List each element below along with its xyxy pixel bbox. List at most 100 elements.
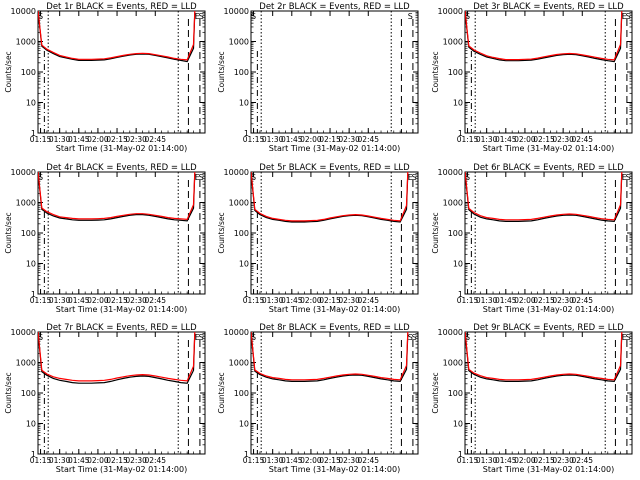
x-tick-label: 01:15 — [30, 296, 52, 305]
x-axis-label: Start Time (31-May-02 01:14:00) — [56, 305, 187, 314]
marker-label: E — [408, 173, 413, 182]
marker-label: S — [465, 12, 470, 21]
y-tick-label: 100 — [234, 229, 249, 238]
events-series-line — [465, 332, 623, 383]
y-axis-label: Counts/sec — [4, 212, 13, 253]
y-tick-label: 1000 — [16, 38, 36, 47]
x-tick-label: 02:45 — [571, 135, 593, 144]
marker-label: S — [408, 12, 413, 21]
y-tick-label: 10000 — [438, 328, 463, 337]
y-tick-label: 10000 — [11, 328, 36, 337]
x-tick-label: 01:30 — [476, 296, 498, 305]
marker-label: S — [408, 333, 413, 342]
x-tick-label: 01:45 — [495, 456, 517, 465]
x-tick-label: 02:00 — [87, 456, 109, 465]
x-tick-label: 02:15 — [106, 296, 128, 305]
y-tick-label: 10 — [453, 260, 463, 269]
y-axis-label: Counts/sec — [431, 51, 440, 92]
marker-label: S — [412, 173, 417, 182]
x-tick-label: 02:15 — [319, 296, 341, 305]
panel-title: Det 6r BLACK = Events, RED = LLD — [473, 163, 624, 173]
y-tick-label: 1 — [458, 290, 463, 299]
y-tick-label: 10000 — [224, 328, 249, 337]
marker-label: S — [199, 333, 204, 342]
marker-label: S — [38, 173, 43, 182]
y-tick-label: 10 — [26, 420, 36, 429]
x-tick-label: 01:30 — [262, 296, 284, 305]
x-axis-label: Start Time (31-May-02 01:14:00) — [269, 144, 400, 153]
x-tick-label: 02:00 — [87, 296, 109, 305]
x-axis-label: Start Time (31-May-02 01:14:00) — [56, 465, 187, 474]
x-tick-label: 01:15 — [30, 135, 52, 144]
y-tick-label: 10 — [239, 99, 249, 108]
y-tick-label: 1 — [244, 450, 249, 459]
panel-title: Det 5r BLACK = Events, RED = LLD — [259, 163, 410, 173]
y-tick-label: 100 — [21, 229, 36, 238]
plot-frame — [250, 10, 419, 134]
marker-label: E — [622, 12, 627, 21]
x-axis-label: Start Time (31-May-02 01:14:00) — [269, 465, 400, 474]
plot-frame — [464, 171, 633, 295]
x-tick-label: 01:45 — [68, 135, 90, 144]
marker-label: S — [412, 333, 417, 342]
y-tick-label: 10 — [26, 260, 36, 269]
x-tick-label: 01:45 — [495, 296, 517, 305]
marker-label: S — [465, 173, 470, 182]
lld-series-line — [38, 332, 196, 382]
marker-label: E — [195, 173, 200, 182]
x-tick-label: 01:30 — [49, 135, 71, 144]
x-tick-label: 02:00 — [514, 456, 536, 465]
x-tick-label: 02:30 — [552, 456, 574, 465]
y-tick-label: 100 — [21, 68, 36, 77]
x-tick-label: 01:15 — [457, 456, 479, 465]
x-tick-label: 01:15 — [243, 456, 265, 465]
marker-label: S — [38, 12, 43, 21]
y-tick-label: 1 — [458, 129, 463, 138]
x-axis-label: Start Time (31-May-02 01:14:00) — [483, 305, 614, 314]
x-axis-label: Start Time (31-May-02 01:14:00) — [269, 305, 400, 314]
plot-frame — [37, 10, 206, 134]
x-tick-label: 01:15 — [30, 456, 52, 465]
detector-panel-4: Det 4r BLACK = Events, RED = LLD 1 10 100 10… — [4, 163, 206, 314]
y-tick-label: 1000 — [229, 359, 249, 368]
lld-series-line — [38, 11, 196, 61]
y-tick-label: 10000 — [224, 168, 249, 177]
x-tick-label: 02:00 — [514, 296, 536, 305]
events-series-line — [251, 332, 409, 383]
y-tick-label: 1 — [458, 450, 463, 459]
plot-frame — [37, 171, 206, 295]
x-tick-label: 02:30 — [338, 135, 360, 144]
y-tick-label: 10 — [453, 420, 463, 429]
x-axis-label: Start Time (31-May-02 01:14:00) — [56, 144, 187, 153]
x-tick-label: 01:15 — [243, 296, 265, 305]
detector-panel-9: Det 9r BLACK = Events, RED = LLD 1 10 100 10… — [431, 323, 633, 474]
y-tick-label: 10 — [239, 260, 249, 269]
x-tick-label: 02:00 — [300, 135, 322, 144]
x-tick-label: 02:15 — [106, 456, 128, 465]
x-tick-label: 02:15 — [319, 456, 341, 465]
marker-label: E — [622, 333, 627, 342]
events-series-line — [38, 11, 196, 63]
y-axis-label: Counts/sec — [217, 372, 226, 413]
y-tick-label: 10 — [239, 420, 249, 429]
x-axis-label: Start Time (31-May-02 01:14:00) — [483, 465, 614, 474]
x-tick-label: 01:15 — [243, 135, 265, 144]
x-tick-label: 01:45 — [495, 135, 517, 144]
panel-title: Det 7r BLACK = Events, RED = LLD — [46, 323, 197, 333]
plot-frame — [250, 331, 419, 455]
y-tick-label: 1 — [244, 129, 249, 138]
y-tick-label: 10 — [453, 99, 463, 108]
lld-series-line — [251, 172, 409, 222]
marker-label: S — [465, 333, 470, 342]
x-tick-label: 02:45 — [571, 296, 593, 305]
marker-label: E — [195, 333, 200, 342]
y-tick-label: 1000 — [229, 199, 249, 208]
x-tick-label: 01:30 — [476, 135, 498, 144]
y-tick-label: 1 — [31, 450, 36, 459]
y-tick-label: 10000 — [438, 7, 463, 16]
x-tick-label: 02:00 — [300, 456, 322, 465]
x-tick-label: 02:15 — [533, 456, 555, 465]
lld-series-line — [465, 172, 623, 221]
marker-label: S — [199, 12, 204, 21]
